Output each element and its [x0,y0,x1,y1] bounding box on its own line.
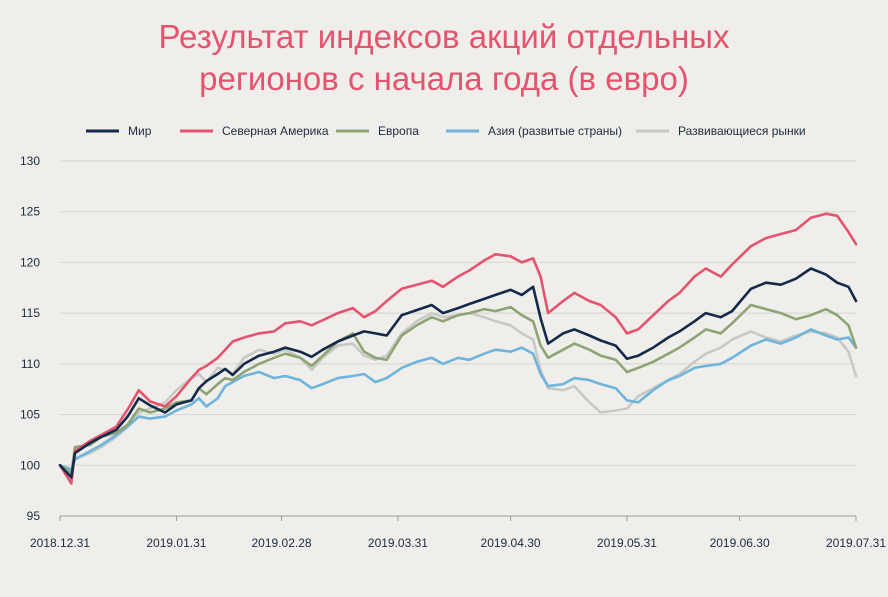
chart-title-line-2: регионов с начала года (в евро) [199,60,689,97]
x-tick-label-0: 2018.12.31 [30,536,90,550]
y-tick-label-115: 115 [21,306,40,320]
y-tick-label-130: 130 [20,154,40,168]
x-tick-label-4: 2019.04.30 [481,536,541,550]
y-tick-label-95: 95 [27,509,41,523]
x-tick-label-6: 2019.06.30 [710,536,770,550]
chart-title-line-1: Результат индексов акций отдельных [158,18,730,55]
legend-label-1: Северная Америка [222,124,329,138]
legend-label-4: Развивающиеся рынки [678,124,806,138]
x-tick-label-3: 2019.03.31 [368,536,428,550]
chart-title: Результат индексов акций отдельных регио… [0,16,888,100]
legend-label-3: Азия (развитые страны) [488,124,622,138]
y-tick-label-100: 100 [20,458,40,472]
y-tick-label-120: 120 [20,255,40,269]
legend-label-2: Европа [378,124,419,138]
x-tick-label-7: 2019.07.31 [826,536,886,550]
y-tick-label-125: 125 [20,205,40,219]
series-line-3 [58,328,858,471]
series-line-1 [58,212,858,485]
y-tick-label-105: 105 [20,408,40,422]
x-tick-label-2: 2019.02.28 [251,536,311,550]
x-tick-label-5: 2019.05.31 [597,536,657,550]
series-line-0 [58,267,858,479]
legend-label-0: Мир [128,124,152,138]
x-tick-label-1: 2019.01.31 [146,536,206,550]
y-tick-label-110: 110 [21,357,40,371]
